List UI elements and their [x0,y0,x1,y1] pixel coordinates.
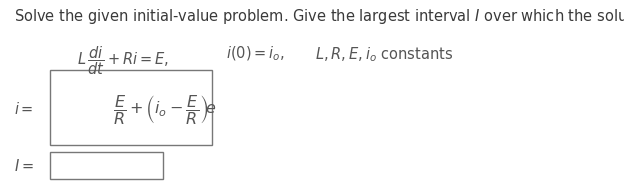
Bar [51,152,163,179]
Text: $L\,\dfrac{di}{dt} + Ri = E,$: $L\,\dfrac{di}{dt} + Ri = E,$ [77,45,168,77]
Text: $i(0) = i_o,$: $i(0) = i_o,$ [227,45,285,63]
Bar [51,70,212,145]
Text: $\dfrac{E}{R} + \left(i_o - \dfrac{E}{R}\right)\!e$: $\dfrac{E}{R} + \left(i_o - \dfrac{E}{R}… [113,93,217,126]
Text: $i =$: $i =$ [14,101,33,117]
Text: $L, R, E, i_o$ constants: $L, R, E, i_o$ constants [315,45,453,64]
Text: $I =$: $I =$ [14,158,33,174]
Text: Solve the given initial-value problem. Give the largest interval $I$ over which : Solve the given initial-value problem. G… [14,7,624,26]
